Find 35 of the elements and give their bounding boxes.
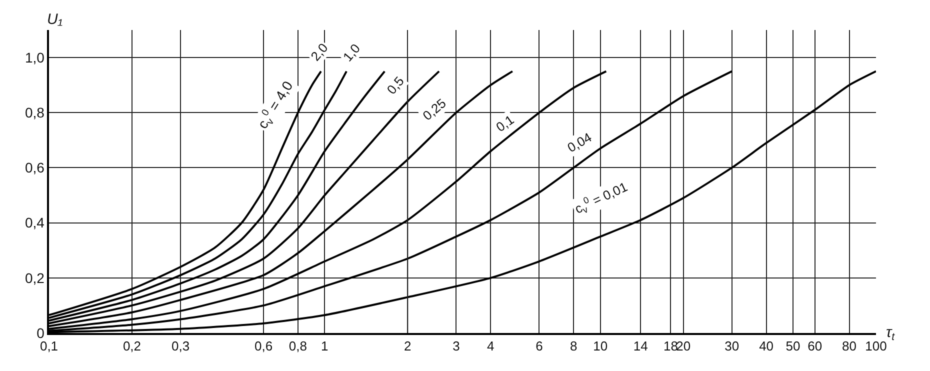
x-tick-label: 3 (452, 338, 460, 354)
x-tick-label: 8 (570, 338, 578, 354)
x-tick-label: 6 (536, 338, 543, 354)
x-tick-label: 0,6 (254, 338, 273, 354)
x-tick-label: 0,3 (171, 338, 190, 354)
annotation: 2,0 (308, 40, 331, 64)
y-tick-label: 0,6 (24, 160, 45, 176)
y-tick-label: 0,4 (24, 214, 45, 231)
annotation: 0,25 (420, 96, 449, 124)
x-tick-label: 18 (663, 338, 678, 354)
x-tick-label: 50 (786, 338, 800, 354)
x-tick-label: 10 (593, 338, 608, 354)
x-tick-label: 0,8 (288, 338, 307, 354)
x-tick-label: 100 (865, 338, 887, 354)
x-tick-label: 0,2 (122, 338, 142, 354)
x-axis-title: τ$_{t}$ (886, 324, 896, 344)
x-tick-label: 1 (321, 338, 328, 354)
x-tick-label: 80 (842, 338, 857, 354)
x-tick-label: 14 (633, 338, 648, 354)
y-tick-label: 0,2 (24, 270, 45, 286)
x-tick-label: 30 (724, 338, 740, 354)
annotation: 1,0 (340, 40, 364, 64)
x-tick-label: 2 (404, 338, 412, 354)
x-tick-label: 60 (808, 338, 822, 354)
y-tick-label: 0 (36, 324, 45, 341)
annotation: 0,5 (384, 74, 407, 98)
x-tick-label: 40 (759, 338, 774, 354)
y-tick-label: 0,8 (24, 104, 45, 121)
annotation: 0,1 (493, 112, 517, 135)
y-axis-title: U₁ (47, 11, 63, 28)
x-tick-label: 20 (676, 338, 691, 354)
annotation: 0,04 (564, 130, 594, 156)
x-tick-label: 0,1 (40, 338, 58, 354)
x-tick-label: 4 (487, 338, 494, 354)
y-tick-label: 1,0 (24, 49, 45, 66)
